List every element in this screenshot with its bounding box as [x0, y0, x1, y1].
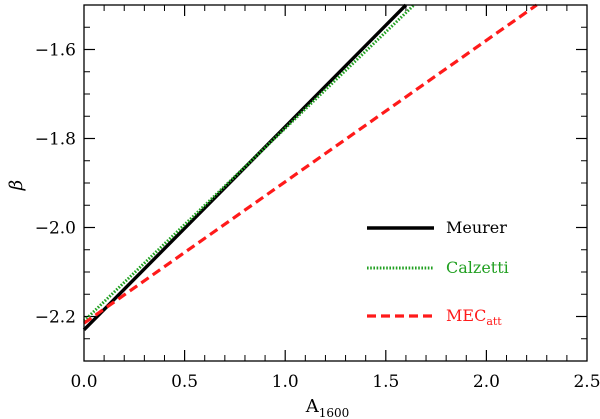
y-tick-label: −1.8: [35, 130, 76, 150]
legend-label-main: Calzetti: [446, 258, 509, 277]
legend-label-main: MEC: [446, 306, 486, 325]
x-tick-label: 2.0: [473, 372, 500, 392]
labels-layer: 0.0 0.5 1.0 1.5 2.0 2.5 −2.2 −2.0 −1.8 −1.6 A1600 β: [6, 41, 600, 419]
legend-label-meurer: Meurer: [446, 218, 507, 237]
x-tick-label: 0.0: [70, 372, 97, 392]
x-tick-label: 1.5: [372, 372, 399, 392]
y-tick-label: −2.2: [35, 308, 76, 328]
legend-label-mecatt: MECatt: [446, 306, 502, 328]
plot-frame: [83, 4, 588, 362]
series-line-calzetti: [82, 3, 416, 323]
x-axis-label-subscript: 1600: [319, 406, 350, 419]
legend: Meurer Calzetti MECatt: [367, 218, 509, 328]
y-axis-label: β: [6, 180, 27, 191]
x-tick-label: 0.5: [171, 372, 198, 392]
series-line-meurer: [82, 3, 408, 332]
y-tick-label: −2.0: [35, 219, 76, 239]
x-tick-label: 2.5: [573, 372, 600, 392]
legend-label-calzetti: Calzetti: [446, 258, 509, 277]
series-layer: [82, 3, 538, 332]
legend-label-main: Meurer: [446, 218, 507, 237]
x-tick-label: 1.0: [272, 372, 299, 392]
y-tick-label: −1.6: [35, 41, 76, 61]
x-axis-label-main: A: [305, 396, 320, 417]
x-axis-label: A1600: [305, 396, 350, 419]
series-line-mecatt: [83, 3, 538, 325]
legend-label-subscript: att: [486, 315, 502, 328]
ticks-layer: [84, 5, 587, 361]
